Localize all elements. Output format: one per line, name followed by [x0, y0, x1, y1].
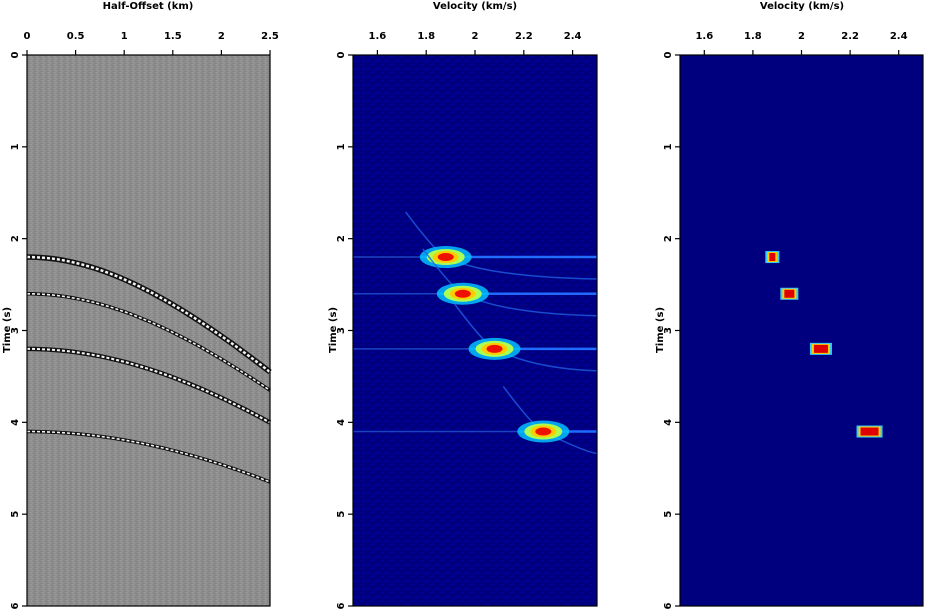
sparse-events — [765, 251, 883, 438]
x-tick-label: 1.5 — [164, 31, 182, 42]
x-tick-label: 2.5 — [261, 31, 279, 42]
gather-events — [26, 254, 272, 484]
semblance-left-label: Time (s) — [328, 307, 339, 353]
sparse-peak — [813, 344, 828, 353]
semblance-top-label: Velocity (km/s) — [433, 1, 517, 12]
y-tick-label: 3 — [336, 327, 347, 334]
y-tick-label: 2 — [663, 235, 674, 242]
semblance-peak — [486, 344, 503, 353]
reflection-peak — [27, 347, 271, 424]
semblance-panel: Velocity (km/s) Time (s) 1.6 1.8 2 2.2 2.4 0… — [328, 1, 598, 609]
x-tick-label: 2 — [472, 31, 479, 42]
sparse-peak — [784, 289, 795, 298]
y-tick-label: 2 — [336, 235, 347, 242]
semblance-events — [353, 211, 598, 455]
y-tick-label: 6 — [10, 602, 21, 609]
x-tick-label: 1 — [121, 31, 128, 42]
reflection-peak — [27, 293, 271, 391]
sparse-panel: Velocity (km/s) Time (s) 1.6 1.8 2 2.2 2.4 0… — [655, 1, 924, 609]
reflection-peak — [26, 255, 271, 373]
semblance-peak — [454, 289, 471, 298]
y-tick-label: 5 — [336, 511, 347, 518]
y-tick-label: 1 — [663, 143, 674, 150]
sparse-y-ticks: 0 1 2 3 4 5 6 — [663, 51, 680, 609]
y-tick-label: 0 — [10, 51, 21, 58]
sparse-x-ticks: 1.6 1.8 2 2.2 2.4 — [695, 31, 908, 55]
y-tick-label: 4 — [10, 419, 21, 426]
semblance-y-ticks: 0 1 2 3 4 5 6 — [336, 51, 353, 609]
x-tick-label: 2 — [218, 31, 225, 42]
y-tick-label: 6 — [336, 602, 347, 609]
semblance-peak — [535, 427, 552, 436]
y-tick-label: 1 — [336, 143, 347, 150]
x-tick-label: 2.4 — [564, 31, 582, 42]
sparse-peak — [860, 427, 879, 436]
gather-left-label: Time (s) — [2, 307, 13, 353]
reflection-peak — [27, 430, 271, 483]
gather-x-ticks: 0 0.5 1 1.5 2 2.5 — [24, 31, 279, 55]
y-tick-label: 0 — [336, 51, 347, 58]
y-tick-label: 1 — [10, 143, 21, 150]
gather-panel: Half-Offset (km) Time (s) 0 0.5 1 1.5 2 2.5 0… — [2, 1, 279, 609]
y-tick-label: 2 — [10, 235, 21, 242]
x-tick-label: 2.2 — [515, 31, 533, 42]
y-tick-label: 6 — [663, 602, 674, 609]
x-tick-label: 1.8 — [417, 31, 435, 42]
x-tick-label: 2.4 — [890, 31, 908, 42]
y-tick-label: 5 — [10, 511, 21, 518]
sparse-image — [680, 55, 923, 606]
x-tick-label: 0.5 — [67, 31, 85, 42]
x-tick-label: 2 — [798, 31, 805, 42]
y-tick-label: 4 — [336, 419, 347, 426]
x-tick-label: 2.2 — [841, 31, 859, 42]
gather-image — [27, 55, 270, 606]
x-tick-label: 0 — [24, 31, 31, 42]
sparse-peak — [769, 253, 776, 262]
gather-top-label: Half-Offset (km) — [103, 1, 194, 12]
y-tick-label: 5 — [663, 511, 674, 518]
y-tick-label: 3 — [663, 327, 674, 334]
y-tick-label: 4 — [663, 419, 674, 426]
semblance-x-ticks: 1.6 1.8 2 2.2 2.4 — [369, 31, 582, 55]
semblance-peak — [437, 253, 454, 262]
x-tick-label: 1.8 — [744, 31, 762, 42]
sparse-left-label: Time (s) — [655, 307, 666, 353]
gather-y-ticks: 0 1 2 3 4 5 6 — [10, 51, 27, 609]
x-tick-label: 1.6 — [695, 31, 713, 42]
y-tick-label: 3 — [10, 327, 21, 334]
x-tick-label: 1.6 — [369, 31, 387, 42]
y-tick-label: 0 — [663, 51, 674, 58]
sparse-top-label: Velocity (km/s) — [760, 1, 844, 12]
